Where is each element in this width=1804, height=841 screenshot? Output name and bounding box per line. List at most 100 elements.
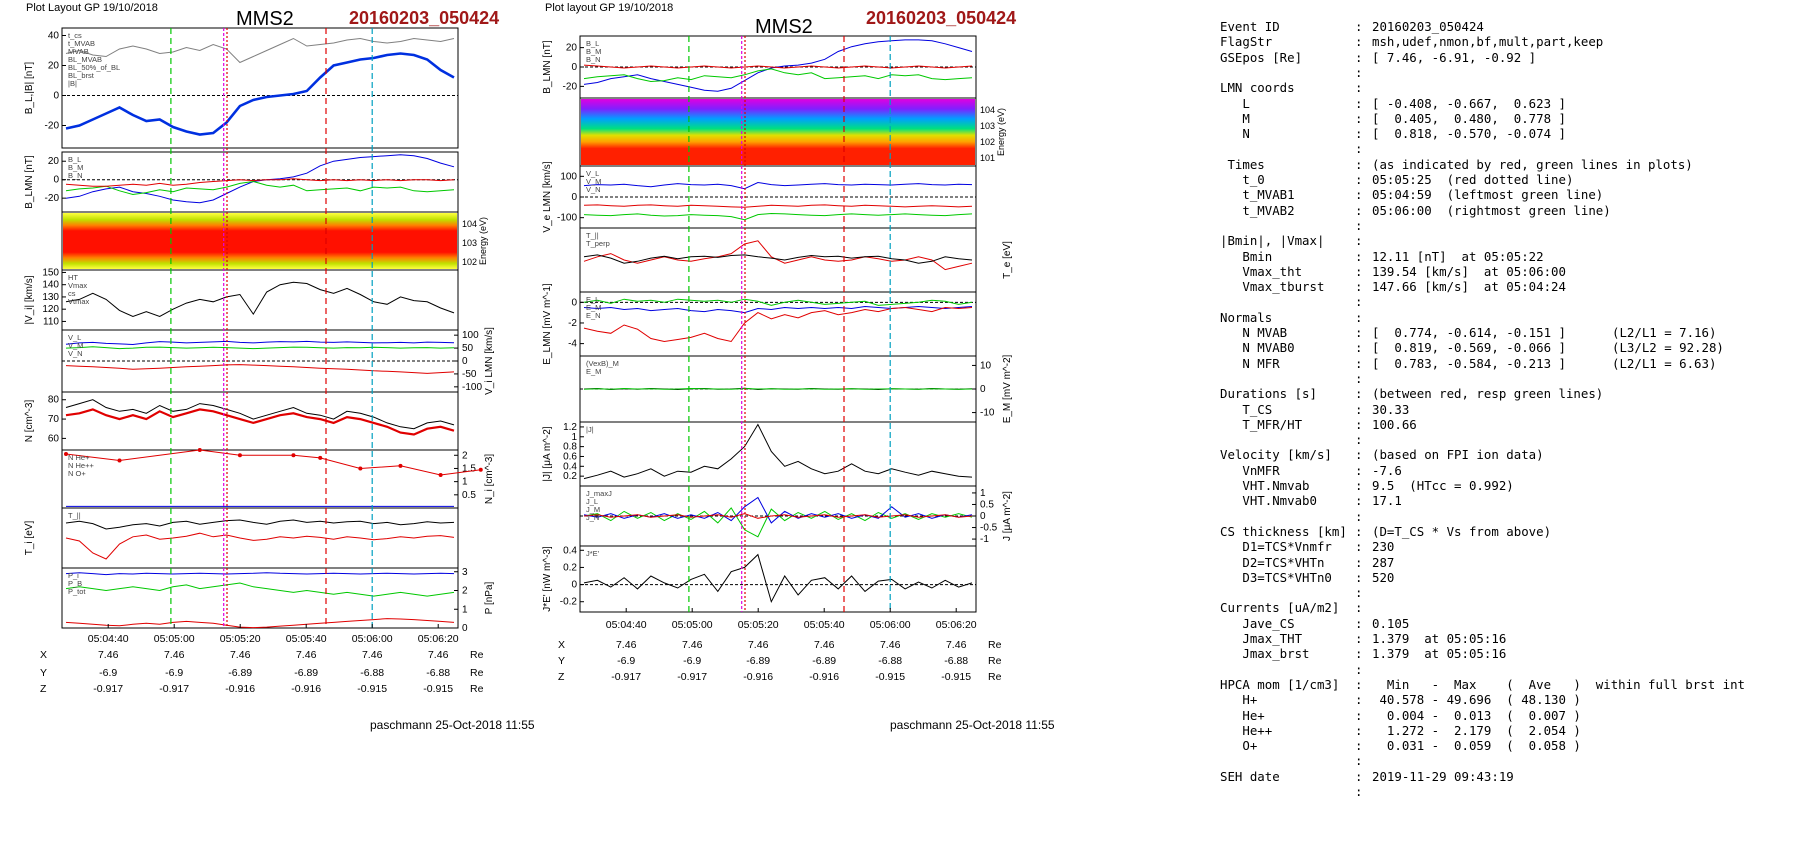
- left-series-ti-T_perp: [65, 519, 455, 530]
- meta-colon: :: [1355, 95, 1363, 111]
- mid-panel-velmn: -100 0 100 V_e LMN [km/s] V_LV_MV_N: [542, 161, 977, 233]
- meta-key: D2=TCS*VHTn: [1220, 554, 1325, 570]
- mid-footer-signature: paschmann 25-Oct-2018 11:55: [890, 718, 1055, 732]
- mid-panel-te: T_e [eV] T_||T_perp: [579, 227, 1013, 293]
- left-series-blmn-B_N: [65, 178, 455, 187]
- left-ytick-label: 0: [462, 356, 468, 367]
- left-spec-tick-label: 104: [462, 219, 477, 229]
- left-series-vilmn-V_M: [65, 346, 455, 350]
- left-series-bl-_B_: [65, 37, 455, 64]
- mid-xtick-label: 05:05:40: [804, 619, 845, 631]
- mid-series-elmn-E_N: [583, 306, 973, 343]
- left-legend-nions: N He++: [68, 461, 94, 470]
- mid-legend-em: (VexB)_M: [586, 359, 619, 368]
- left-ytick-label: 20: [48, 156, 60, 167]
- meta-value: 17.1: [1372, 493, 1402, 509]
- left-xtick-label: 05:06:00: [352, 633, 393, 645]
- meta-key: t_MVAB2: [1220, 202, 1295, 218]
- left-xtick-label: 05:05:40: [286, 633, 327, 645]
- meta-colon: :: [1355, 722, 1363, 738]
- left-point-nions: [117, 458, 122, 463]
- meta-key: Normals: [1220, 309, 1273, 325]
- left-panel-blmn: -20 0 20 B_LMN [nT] B_LB_MB_N: [24, 151, 459, 213]
- meta-colon: :: [1355, 676, 1363, 692]
- meta-value-extra: (L2/L1 = 6.63): [1612, 355, 1717, 371]
- meta-value: 147.66 [km/s] at 05:04:24: [1372, 279, 1566, 295]
- meta-value: [ 0.774, -0.614, -0.151 ]: [1372, 325, 1566, 340]
- mid-panel-frame-jdote: [579, 545, 977, 613]
- mid-panel-blmn2: -20 0 20 B_LMN [nT] B_LB_MB_N: [542, 35, 977, 99]
- mid-pos-value: -0.915: [941, 671, 971, 683]
- mid-legend-blmn2: B_L: [586, 39, 599, 48]
- meta-key: Currents [uA/m2]: [1220, 600, 1340, 616]
- left-legend-bl: BL_MVAB: [68, 55, 102, 64]
- mid-pos-value: -0.916: [743, 671, 773, 683]
- mid-ytick-label: 0: [571, 297, 577, 308]
- mid-legend-velmn: V_M: [586, 177, 601, 186]
- meta-value: [ 0.819, -0.569, -0.066 ]: [1372, 340, 1566, 356]
- meta-key: VHT.Nmvab0: [1220, 493, 1317, 509]
- meta-key: Bmin: [1220, 248, 1273, 264]
- meta-colon: :: [1355, 615, 1363, 631]
- left-legend-nions: N He+: [68, 453, 90, 462]
- mid-series-jdote-J_E_: [583, 553, 973, 604]
- mid-pos-value: -6.89: [746, 655, 770, 667]
- meta-colon: :: [1355, 523, 1363, 539]
- mid-ytick-label: 0.4: [563, 545, 577, 556]
- left-ytick-label: -100: [462, 382, 482, 393]
- mid-pos-value: 7.46: [880, 639, 901, 651]
- mid-spectrogram-spec_e: [581, 99, 975, 165]
- meta-key: VHT.Nmvab: [1220, 478, 1310, 493]
- mid-pos-value: 7.46: [814, 639, 835, 651]
- left-point-nions: [64, 451, 68, 456]
- left-ytick-label: 1: [462, 477, 468, 488]
- mid-ylabel-velmn: V_e LMN [km/s]: [542, 161, 553, 232]
- meta-key: N: [1220, 126, 1250, 142]
- left-series-blmn-B_M: [65, 180, 455, 196]
- mid-ylabel-em: E_M [mV m^-2]: [1002, 354, 1013, 423]
- left-pos-value: -0.915: [357, 683, 387, 695]
- left-legend-vi: cs: [68, 289, 76, 298]
- mid-pos-value: -6.88: [944, 655, 968, 667]
- left-series-vi-_V_i_: [65, 281, 455, 318]
- meta-key: T_CS: [1220, 401, 1273, 417]
- left-pos-value: -0.916: [291, 683, 321, 695]
- meta-colon: :: [1355, 753, 1363, 769]
- left-legend-p: P_i: [68, 571, 79, 580]
- mid-ytick-label: -0.2: [560, 597, 578, 608]
- meta-colon: :: [1355, 646, 1363, 662]
- left-pos-value: -6.89: [228, 667, 252, 679]
- left-legend-blmn: B_L: [68, 155, 81, 164]
- meta-colon: :: [1355, 585, 1363, 601]
- meta-key: D1=TCS*Vnmfr: [1220, 539, 1332, 555]
- left-ylabel-blmn: B_LMN [nT]: [24, 155, 35, 209]
- left-point-nions: [358, 466, 363, 471]
- mid-spec-tick-label: 102: [980, 137, 995, 147]
- meta-colon: :: [1355, 294, 1363, 310]
- left-ylabel-bl: B_L,|B| [nT]: [24, 62, 35, 115]
- left-panel-frame-bl: [61, 27, 459, 149]
- mid-panel-elmn: -4 -2 0 E_LMN [mV m^-1] E_LE_ME_N: [542, 283, 977, 365]
- meta-value: (based on FPI ion data): [1372, 447, 1544, 463]
- left-ytick-label: 1: [462, 604, 468, 615]
- meta-key: HPCA mom [1/cm3]: [1220, 676, 1340, 692]
- left-legend-vi: Vtmax: [68, 297, 90, 306]
- left-ytick-label: 1.5: [462, 463, 476, 474]
- mid-series-te-T___: [583, 240, 973, 271]
- left-panel-bl: -20 0 20 40 B_L,|B| [nT] t_cst_MVABMVABBL_MVA…: [24, 27, 459, 149]
- mid-ylabel-te: T_e [eV]: [1002, 241, 1013, 279]
- left-series-ni-N_red: [65, 408, 455, 436]
- left-point-nions: [438, 473, 443, 478]
- left-ytick-label: 120: [42, 304, 59, 315]
- meta-key: He++: [1220, 722, 1273, 738]
- mid-ytick-label: 1.2: [563, 422, 577, 433]
- left-pos-value: 7.46: [428, 649, 449, 661]
- mid-legend-elmn: E_M: [586, 303, 601, 312]
- meta-colon: :: [1355, 248, 1363, 264]
- left-point-nions: [318, 455, 323, 460]
- left-ytick-label: 0: [462, 623, 468, 634]
- left-series-p-P_tot: [65, 572, 455, 576]
